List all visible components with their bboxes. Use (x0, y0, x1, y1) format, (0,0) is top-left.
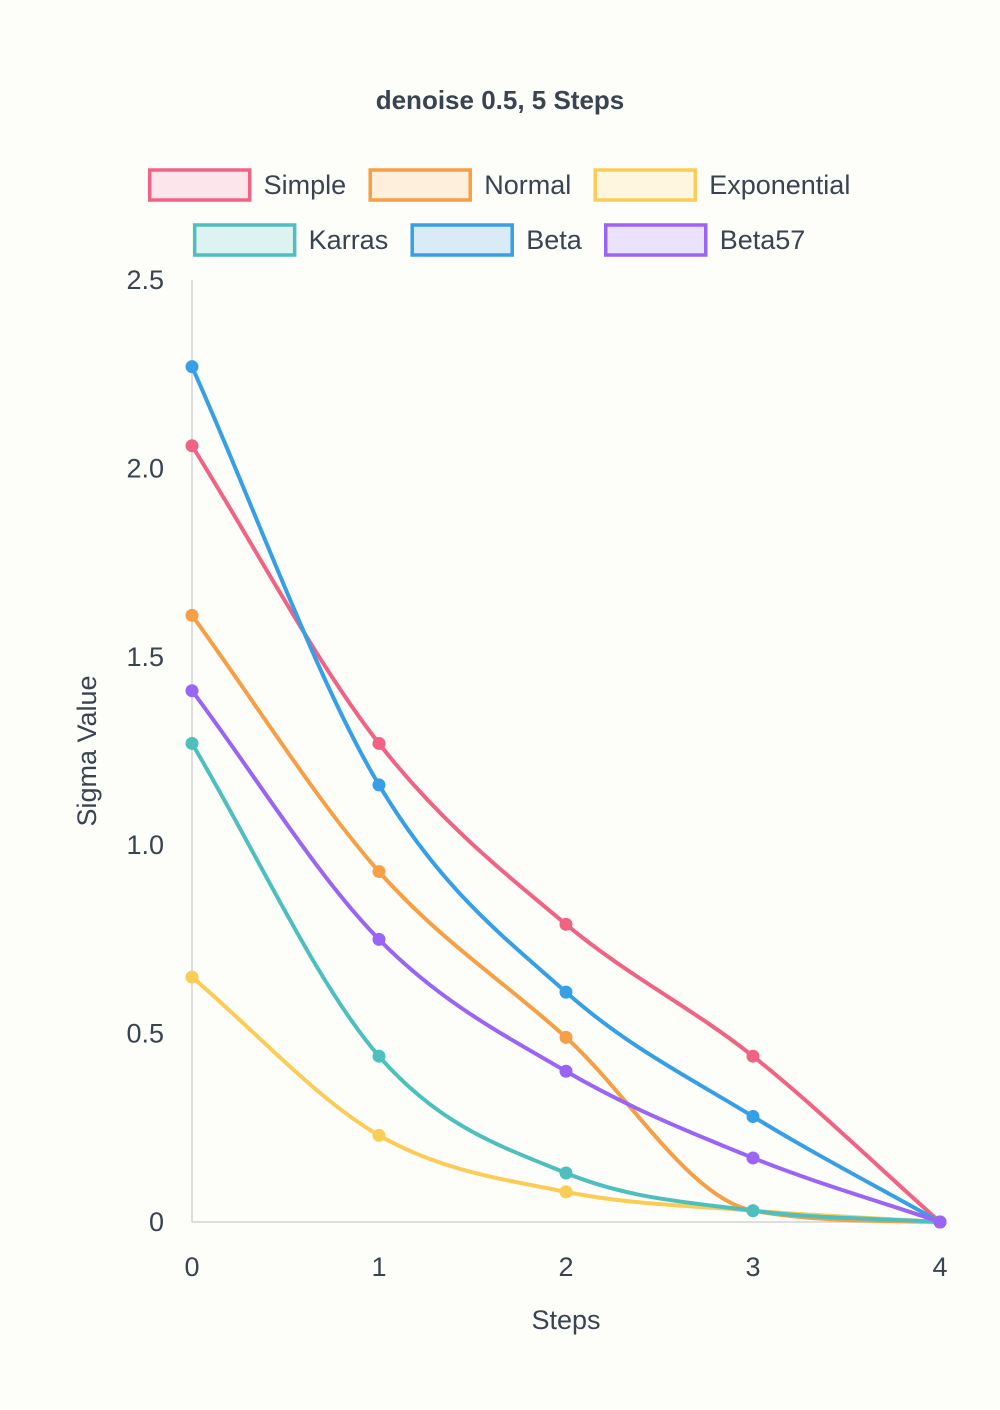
data-point-karras[interactable] (559, 1166, 573, 1180)
series-line-beta (190, 364, 942, 1224)
legend-swatch (147, 168, 252, 202)
legend-item[interactable]: Exponential (593, 168, 850, 202)
legend-label: Normal (484, 170, 571, 200)
legend-swatch (368, 168, 472, 202)
legend-item[interactable]: Normal (368, 168, 571, 202)
legend-item[interactable]: Beta57 (604, 223, 806, 257)
y-tick-labels: 0 0.5 1.0 1.5 2.0 2.5 (126, 265, 164, 1237)
y-tick-label: 0 (149, 1207, 164, 1237)
data-point-beta[interactable] (372, 778, 386, 792)
legend-label: Exponential (709, 170, 850, 200)
x-tick-label: 4 (932, 1252, 947, 1282)
legend-swatch (192, 223, 297, 257)
data-point-karras[interactable] (372, 1049, 386, 1063)
data-point-exponential[interactable] (372, 1128, 386, 1142)
legend-label: Beta57 (720, 225, 806, 255)
x-tick-label: 0 (184, 1252, 199, 1282)
legend-swatch (410, 223, 514, 257)
data-point-simple[interactable] (372, 736, 386, 750)
x-tick-labels: 0 1 2 3 4 (184, 1252, 947, 1282)
series-line-simple (190, 443, 942, 1224)
data-point-simple[interactable] (746, 1049, 760, 1063)
data-point-karras[interactable] (746, 1204, 760, 1218)
legend-label: Simple (264, 170, 347, 200)
data-point-beta[interactable] (559, 985, 573, 999)
y-axis-label: Sigma Value (72, 675, 102, 826)
legend-item[interactable]: Simple (147, 168, 347, 202)
data-point-beta[interactable] (746, 1109, 760, 1123)
data-point-beta57[interactable] (372, 932, 386, 946)
data-point-beta57[interactable] (933, 1215, 947, 1229)
data-point-simple[interactable] (185, 439, 199, 453)
data-point-beta57[interactable] (559, 1064, 573, 1078)
data-point-beta57[interactable] (185, 684, 199, 698)
x-axis-label: Steps (531, 1305, 600, 1335)
legend-label: Karras (309, 225, 389, 255)
y-tick-label: 0.5 (126, 1019, 164, 1049)
data-point-normal[interactable] (185, 608, 199, 622)
x-tick-label: 3 (745, 1252, 760, 1282)
data-point-simple[interactable] (559, 917, 573, 931)
series-line-karras (190, 741, 942, 1224)
legend: Simple Normal Exponential Karras Beta Beta57 (147, 168, 850, 257)
data-point-beta57[interactable] (746, 1151, 760, 1165)
series-lines (190, 364, 942, 1224)
data-point-beta[interactable] (185, 360, 199, 374)
y-tick-label: 2.0 (126, 453, 164, 483)
series-line-beta57 (190, 688, 942, 1224)
data-point-exponential[interactable] (185, 970, 199, 984)
x-tick-label: 2 (558, 1252, 573, 1282)
data-point-normal[interactable] (559, 1030, 573, 1044)
data-point-karras[interactable] (185, 736, 199, 750)
legend-label: Beta (526, 225, 583, 255)
legend-item[interactable]: Beta (410, 223, 583, 257)
legend-swatch (604, 223, 708, 257)
series-points (185, 360, 947, 1229)
y-tick-label: 1.0 (126, 830, 164, 860)
y-tick-label: 2.5 (126, 265, 164, 295)
legend-item[interactable]: Karras (192, 223, 389, 257)
chart-title: denoise 0.5, 5 Steps (376, 85, 625, 115)
data-point-exponential[interactable] (559, 1185, 573, 1199)
y-tick-label: 1.5 (126, 642, 164, 672)
data-point-normal[interactable] (372, 865, 386, 879)
legend-swatch (593, 168, 697, 202)
x-tick-label: 1 (371, 1252, 386, 1282)
